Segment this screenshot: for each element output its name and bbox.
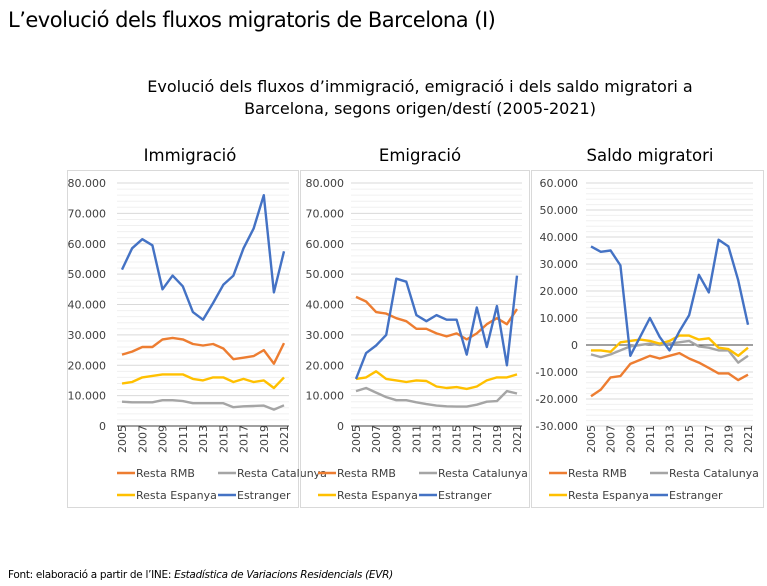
x-tick-label: 2007 <box>370 425 383 453</box>
y-tick-label: -20.000 <box>536 393 578 406</box>
x-tick-label: 2009 <box>157 425 170 453</box>
y-tick-label: 50.000 <box>540 204 579 217</box>
footer-prefix: Font: elaboració a partir de l’INE: <box>8 569 175 581</box>
subtitle-line-2: Barcelona, segons origen/destí (2005-202… <box>244 99 596 118</box>
series-line-resta-rmb <box>355 295 518 341</box>
series-line-estranger <box>354 275 519 380</box>
y-tick-label: 10.000 <box>68 390 107 403</box>
chart-frame <box>531 170 764 508</box>
series-line-resta-espanya <box>591 334 749 357</box>
series-line-resta-espanya <box>121 373 285 390</box>
x-tick-label: 2011 <box>644 425 657 453</box>
chart-title-saldo: Saldo migratori <box>586 146 714 165</box>
series-line-estranger <box>120 193 286 321</box>
x-tick-label: 2013 <box>664 425 677 453</box>
legend-label: Resta RMB <box>337 467 396 480</box>
x-tick-label: 2005 <box>350 425 363 453</box>
y-tick-label: 20.000 <box>68 359 107 372</box>
x-tick-label: 2011 <box>410 425 423 453</box>
x-tick-label: 2013 <box>197 425 210 453</box>
x-tick-label: 2019 <box>258 425 271 453</box>
y-tick-label: 0 <box>571 339 578 352</box>
y-tick-label: 20.000 <box>540 285 579 298</box>
y-tick-label: 40.000 <box>306 299 345 312</box>
x-tick-label: 2009 <box>624 425 637 453</box>
chart-0: 0 10.000 20.000 30.000 40.000 50.000 60.000 70.… <box>67 170 327 508</box>
x-tick-label: 2005 <box>585 425 598 453</box>
x-tick-label: 2015 <box>217 425 230 453</box>
y-tick-label: 50.000 <box>306 268 345 281</box>
chart-1: 0 10.000 20.000 30.000 40.000 50.000 60.000 70.… <box>300 170 530 508</box>
series-line-resta-espanya <box>355 370 518 391</box>
legend-label: Resta Espanya <box>337 489 418 502</box>
y-tick-label: 30.000 <box>68 329 107 342</box>
x-tick-label: 2019 <box>722 425 735 453</box>
legend-label: Resta Espanya <box>136 489 217 502</box>
series-line-resta-rmb <box>590 351 749 398</box>
x-tick-label: 2015 <box>683 425 696 453</box>
chart-title-immigracio: Immigració <box>143 146 237 165</box>
x-tick-label: 2021 <box>278 425 291 453</box>
y-tick-label: 0 <box>99 420 106 433</box>
y-tick-label: 80.000 <box>306 177 345 190</box>
y-tick-label: 60.000 <box>540 177 579 190</box>
x-tick-label: 2011 <box>177 425 190 453</box>
series-line-resta-rmb <box>121 336 286 365</box>
y-tick-label: -30.000 <box>536 420 578 433</box>
legend-label: Estranger <box>438 489 492 502</box>
x-tick-label: 2007 <box>605 425 618 453</box>
y-tick-label: -10.000 <box>536 366 578 379</box>
chart-frame <box>67 170 299 508</box>
series-line-resta-catalunya <box>121 399 285 411</box>
legend-label: Resta Catalunya <box>669 467 759 480</box>
y-tick-label: 30.000 <box>306 329 345 342</box>
series-line-estranger <box>590 238 750 357</box>
chart-title-emigracio: Emigració <box>378 146 462 165</box>
legend-label: Estranger <box>237 489 291 502</box>
series-line-resta-catalunya <box>590 339 749 364</box>
x-tick-label: 2017 <box>703 425 716 453</box>
y-tick-label: 60.000 <box>306 238 345 251</box>
y-tick-label: 10.000 <box>540 312 579 325</box>
x-tick-label: 2017 <box>471 425 484 453</box>
y-tick-label: 40.000 <box>540 231 579 244</box>
x-tick-label: 2017 <box>238 425 251 453</box>
x-tick-label: 2013 <box>431 425 444 453</box>
y-tick-label: 20.000 <box>306 359 345 372</box>
chart-2: -30.000 -20.000 -10.000 0 10.000 20.000 30.000… <box>531 170 764 508</box>
x-tick-label: 2007 <box>136 425 149 453</box>
footer-source: Estadística de Variacions Residencials (… <box>174 569 393 581</box>
y-tick-label: 70.000 <box>68 207 107 220</box>
y-tick-label: 70.000 <box>306 207 345 220</box>
y-tick-label: 0 <box>337 420 344 433</box>
series-line-resta-catalunya <box>355 386 518 408</box>
x-tick-label: 2015 <box>451 425 464 453</box>
y-tick-label: 40.000 <box>68 299 107 312</box>
page-title: L’evolució dels fluxos migratoris de Bar… <box>8 8 496 32</box>
legend-label: Resta Catalunya <box>237 467 327 480</box>
y-tick-label: 30.000 <box>540 258 579 271</box>
source-footer: Font: elaboració a partir de l’INE: Esta… <box>8 569 393 581</box>
legend-label: Resta RMB <box>136 467 195 480</box>
x-tick-label: 2019 <box>491 425 504 453</box>
legend-label: Resta Catalunya <box>438 467 528 480</box>
legend-label: Resta RMB <box>568 467 627 480</box>
x-tick-label: 2009 <box>390 425 403 453</box>
y-tick-label: 60.000 <box>68 238 107 251</box>
x-tick-label: 2021 <box>511 425 524 453</box>
y-tick-label: 50.000 <box>68 268 107 281</box>
x-tick-label: 2021 <box>742 425 755 453</box>
legend-label: Estranger <box>669 489 723 502</box>
x-tick-label: 2005 <box>116 425 129 453</box>
y-tick-label: 80.000 <box>68 177 107 190</box>
y-tick-label: 10.000 <box>306 390 345 403</box>
subtitle-line-1: Evolució dels fluxos d’immigració, emigr… <box>147 77 693 96</box>
chart-frame <box>300 170 530 508</box>
chart-subtitle: Evolució dels fluxos d’immigració, emigr… <box>140 76 700 120</box>
legend-label: Resta Espanya <box>568 489 649 502</box>
